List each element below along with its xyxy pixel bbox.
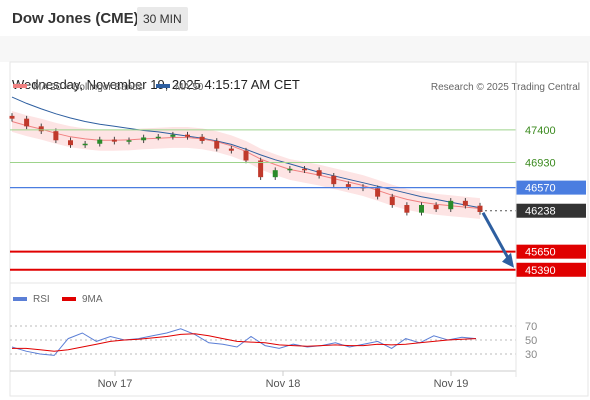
level-label-45390: 45390 — [525, 265, 556, 277]
candle-body — [258, 160, 264, 178]
candle-body — [477, 205, 483, 212]
instrument-title: Dow Jones (CME) — [12, 10, 139, 27]
rsi-tick-50: 50 — [525, 335, 537, 347]
chart-frame — [9, 61, 589, 397]
ma50-legend-swatch — [156, 84, 170, 88]
candle-body — [462, 200, 468, 206]
level-box-45390 — [516, 262, 586, 277]
rsi-plot: 70 50 30 — [10, 321, 537, 361]
rsi-ma-legend-label: 9MA — [82, 294, 103, 305]
forecast-arrow-head — [502, 252, 514, 268]
forecast-arrow-shaft — [481, 211, 511, 261]
x-tick-label: Nov 17 — [98, 378, 133, 390]
candle-body — [404, 205, 410, 213]
candle-body — [97, 139, 103, 144]
candle-body — [419, 205, 424, 213]
candle-body — [228, 148, 234, 151]
candle-body — [68, 140, 73, 146]
x-tick-label: Nov 18 — [266, 378, 301, 390]
candle-body — [345, 184, 351, 187]
candle-body — [38, 126, 44, 132]
rsi-legend-label: RSI — [33, 294, 50, 305]
candle-body — [82, 143, 88, 146]
level-label-46570: 46570 — [525, 183, 556, 195]
level-box-46238 — [516, 203, 586, 218]
level-label-47400: 47400 — [525, 125, 556, 137]
ma50-legend-label: MA 50 — [175, 82, 204, 93]
x-tick-label: Nov 19 — [434, 378, 469, 390]
price-levels: 47400 46930 46570 46238 45650 45390 — [10, 125, 586, 277]
candle-body — [9, 115, 15, 119]
ma20-legend-swatch — [13, 84, 27, 88]
level-label-46930: 46930 — [525, 158, 556, 170]
candle-body — [126, 140, 132, 142]
ma20-legend-label: MA 20 + Bollinger Bands — [33, 82, 143, 93]
candle-body — [53, 131, 59, 141]
candle-body — [141, 137, 147, 141]
candle-body — [287, 168, 293, 171]
candle-body — [316, 170, 322, 176]
datetime-text: Wednesday, November 19, 2025 4:15:17 AM … — [12, 77, 300, 92]
x-axis-ticks: Nov 17 Nov 18 Nov 19 — [98, 371, 469, 390]
candle-body — [272, 170, 278, 178]
level-label-46238: 46238 — [525, 206, 556, 218]
bollinger-band — [12, 111, 480, 219]
candle-body — [433, 205, 439, 210]
candle-body — [389, 196, 395, 206]
credit-text: Research © 2025 Trading Central — [431, 82, 580, 93]
rsi-ma-legend-swatch — [62, 297, 76, 301]
candle-body — [302, 168, 307, 171]
rsi-ma-line — [12, 333, 477, 352]
candle-body — [331, 175, 337, 185]
candle-body — [155, 136, 161, 139]
rsi-tick-70: 70 — [525, 321, 537, 333]
candle-body — [185, 134, 190, 137]
level-box-45650 — [516, 244, 586, 259]
datetime-bar: Wednesday, November 19, 2025 4:15:17 AM … — [0, 36, 590, 92]
candle-body — [24, 118, 30, 127]
chart-header: Dow Jones (CME) 30 MIN — [0, 0, 590, 36]
timeframe-badge[interactable]: 30 MIN — [137, 7, 188, 31]
candle-body — [448, 200, 454, 210]
rsi-legend-swatch — [13, 297, 27, 301]
candle-body — [111, 139, 117, 142]
price-plot — [9, 96, 483, 219]
level-label-45650: 45650 — [525, 247, 556, 259]
rsi-tick-30: 30 — [525, 349, 537, 361]
candle-body — [214, 140, 220, 149]
candle-body — [170, 134, 176, 137]
candle-body — [375, 188, 381, 197]
candle-body — [199, 136, 205, 141]
candle-body — [243, 150, 249, 161]
level-box-46570 — [516, 180, 586, 195]
